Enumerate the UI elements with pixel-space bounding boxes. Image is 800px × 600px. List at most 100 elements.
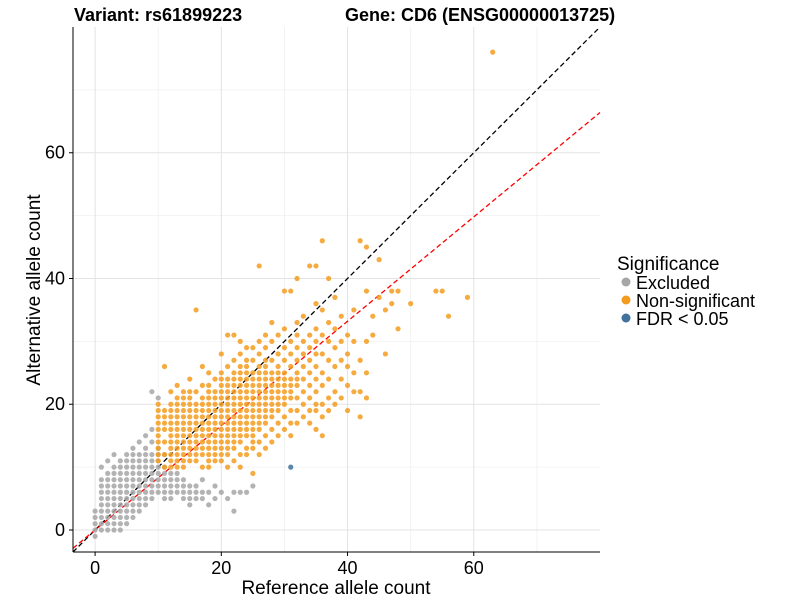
point-non-significant	[243, 395, 250, 401]
point-non-significant	[382, 307, 389, 313]
point-non-significant	[433, 288, 439, 294]
point-non-significant	[313, 401, 319, 407]
point-non-significant	[281, 345, 288, 351]
point-excluded	[105, 477, 111, 483]
legend-label-non-significant: Non-significant	[636, 291, 755, 311]
point-non-significant	[155, 426, 161, 432]
point-non-significant	[243, 382, 250, 388]
point-excluded	[161, 495, 168, 502]
point-non-significant	[281, 376, 288, 382]
point-non-significant	[218, 395, 224, 401]
point-non-significant	[193, 439, 199, 445]
point-non-significant	[281, 389, 288, 395]
point-non-significant	[294, 332, 300, 338]
point-non-significant	[326, 376, 332, 382]
legend-swatch-non-significant	[621, 295, 631, 305]
point-non-significant	[250, 420, 256, 426]
data-points	[92, 49, 496, 539]
point-excluded	[111, 495, 117, 502]
point-non-significant	[193, 458, 199, 464]
point-excluded	[130, 464, 136, 470]
point-non-significant	[199, 414, 205, 420]
point-non-significant	[155, 401, 161, 407]
point-non-significant	[237, 407, 243, 414]
point-non-significant	[243, 420, 250, 426]
point-excluded	[98, 483, 105, 489]
point-non-significant	[256, 370, 262, 376]
point-non-significant	[294, 319, 300, 326]
point-non-significant	[294, 395, 300, 401]
point-excluded	[187, 502, 193, 508]
point-non-significant	[225, 414, 231, 420]
point-non-significant	[332, 389, 338, 395]
point-non-significant	[231, 433, 237, 439]
point-excluded	[136, 489, 142, 495]
point-excluded	[155, 477, 161, 483]
point-non-significant	[262, 395, 269, 401]
point-excluded	[98, 477, 105, 483]
point-non-significant	[212, 414, 218, 420]
point-non-significant	[344, 332, 351, 338]
point-excluded	[199, 495, 205, 502]
point-non-significant	[351, 338, 357, 344]
point-excluded	[92, 521, 98, 527]
point-non-significant	[275, 376, 281, 382]
point-excluded	[180, 477, 187, 483]
point-non-significant	[225, 401, 231, 407]
point-non-significant	[250, 445, 256, 451]
point-non-significant	[269, 376, 275, 382]
point-non-significant	[174, 445, 180, 451]
point-non-significant	[389, 288, 395, 294]
point-excluded	[149, 489, 155, 495]
point-non-significant	[218, 420, 224, 426]
point-excluded	[105, 527, 111, 533]
point-excluded	[142, 470, 149, 477]
point-excluded	[111, 464, 117, 470]
point-excluded	[117, 495, 123, 502]
point-non-significant	[218, 426, 224, 432]
point-excluded	[111, 521, 117, 527]
point-non-significant	[357, 414, 363, 420]
point-excluded	[193, 495, 199, 502]
point-non-significant	[332, 294, 338, 300]
point-non-significant	[275, 401, 281, 407]
point-excluded	[243, 489, 250, 495]
point-excluded	[105, 470, 111, 477]
point-non-significant	[300, 351, 306, 357]
point-excluded	[142, 502, 149, 508]
point-excluded	[117, 464, 123, 470]
point-non-significant	[319, 307, 325, 313]
point-excluded	[136, 451, 142, 458]
point-non-significant	[262, 407, 269, 414]
point-excluded	[174, 489, 180, 495]
point-excluded	[130, 502, 136, 508]
point-non-significant	[161, 451, 168, 458]
point-excluded	[111, 489, 117, 495]
point-non-significant	[212, 395, 218, 401]
point-non-significant	[256, 407, 262, 414]
point-excluded	[111, 527, 117, 533]
point-non-significant	[180, 433, 187, 439]
point-non-significant	[307, 263, 313, 269]
point-non-significant	[269, 439, 275, 445]
point-non-significant	[300, 401, 306, 407]
point-non-significant	[225, 426, 231, 432]
point-excluded	[130, 483, 136, 489]
point-non-significant	[174, 401, 180, 407]
point-excluded	[124, 464, 130, 470]
point-non-significant	[206, 382, 212, 388]
point-non-significant	[313, 338, 319, 344]
point-excluded	[155, 489, 161, 495]
point-excluded	[98, 514, 105, 521]
point-non-significant	[250, 433, 256, 439]
point-non-significant	[168, 414, 174, 420]
point-non-significant	[231, 458, 237, 464]
point-excluded	[174, 470, 180, 477]
point-non-significant	[161, 464, 168, 470]
point-non-significant	[294, 275, 300, 282]
point-excluded	[142, 458, 149, 464]
point-non-significant	[237, 451, 243, 458]
point-excluded	[136, 439, 142, 445]
point-non-significant	[218, 439, 224, 445]
point-non-significant	[344, 382, 351, 388]
